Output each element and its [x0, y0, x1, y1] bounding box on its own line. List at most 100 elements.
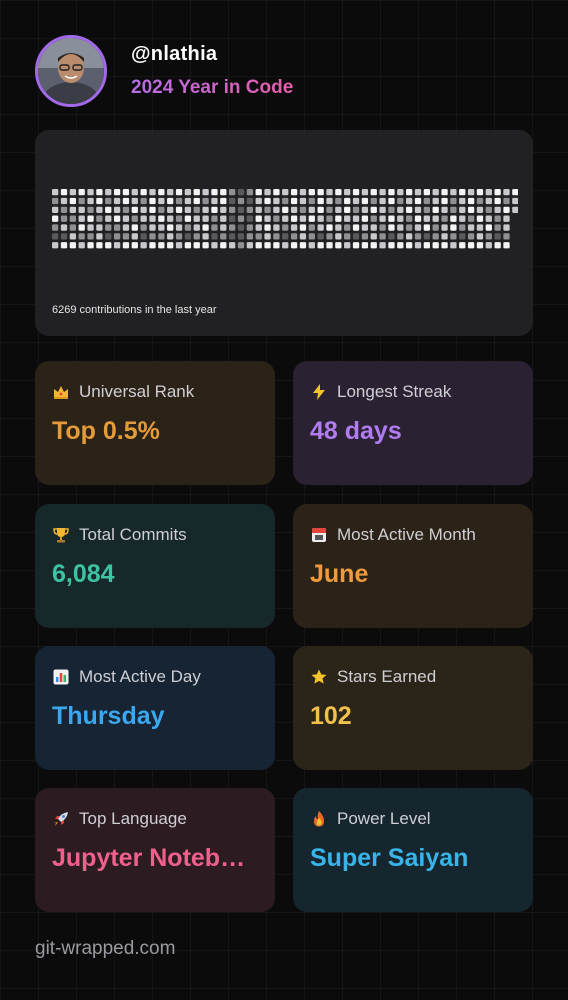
site-link[interactable]: git-wrapped.com — [35, 938, 176, 959]
contribution-day-cell — [317, 224, 324, 231]
contribution-day-cell — [290, 215, 298, 222]
contribution-day-cell — [432, 215, 439, 222]
contribution-day-cell — [414, 215, 422, 222]
year-subtitle: 2024 Year in Code — [131, 77, 294, 98]
contribution-day-cell — [78, 242, 85, 249]
contribution-day-cell — [282, 233, 289, 240]
contribution-day-cell — [335, 233, 342, 240]
contribution-day-cell — [414, 224, 422, 231]
contribution-day-cell — [494, 224, 501, 231]
contribution-day-cell — [441, 215, 448, 222]
contribution-day-cell — [397, 215, 404, 222]
contribution-day-cell — [273, 206, 280, 213]
contribution-day-cell — [485, 189, 492, 196]
contribution-day-cell — [237, 215, 245, 222]
contribution-day-cell — [344, 242, 351, 249]
contribution-day-cell — [202, 206, 209, 213]
contribution-day-cell — [441, 224, 448, 231]
contribution-day-cell — [149, 215, 156, 222]
contribution-day-cell — [113, 233, 121, 240]
contribution-day-cell — [414, 206, 422, 213]
contribution-day-cell — [467, 233, 475, 240]
contribution-day-cell — [397, 242, 404, 249]
contribution-day-cell — [60, 197, 68, 205]
contribution-day-cell — [326, 189, 333, 196]
contribution-day-cell — [308, 215, 315, 222]
contribution-day-cell — [175, 215, 183, 222]
contribution-day-cell — [105, 215, 112, 222]
contribution-day-cell — [255, 242, 262, 249]
contribution-day-cell — [158, 197, 165, 205]
contribution-day-cell — [184, 206, 192, 213]
crown-icon — [54, 386, 68, 399]
contribution-day-cell — [255, 206, 262, 213]
contribution-day-cell — [122, 242, 130, 249]
contribution-day-cell — [459, 215, 466, 222]
contribution-day-cell — [503, 242, 510, 249]
contribution-graph — [52, 189, 518, 249]
contribution-day-cell — [273, 197, 280, 205]
contribution-day-cell — [78, 233, 85, 240]
stat-value: Jupyter Notebook — [52, 844, 258, 872]
contribution-day-cell — [255, 233, 262, 240]
contribution-day-cell — [184, 197, 192, 205]
avatar[interactable] — [35, 35, 107, 107]
contribution-day-cell — [52, 233, 59, 240]
contribution-day-cell — [78, 224, 85, 231]
contribution-day-cell — [344, 224, 351, 231]
contribution-day-cell — [352, 224, 360, 231]
contribution-day-cell — [131, 206, 138, 213]
contribution-day-cell — [140, 233, 147, 240]
contribution-day-cell — [149, 224, 156, 231]
contribution-day-cell — [193, 233, 200, 240]
contribution-day-cell — [184, 242, 192, 249]
contribution-day-cell — [335, 189, 342, 196]
contribution-day-cell — [503, 189, 510, 196]
contribution-day-cell — [122, 206, 130, 213]
contribution-day-cell — [255, 224, 262, 231]
contribution-day-cell — [167, 206, 174, 213]
contribution-day-cell — [432, 242, 439, 249]
contribution-day-cell — [432, 189, 439, 196]
contribution-day-cell — [255, 197, 262, 205]
contribution-day-cell — [450, 215, 457, 222]
contribution-day-cell — [52, 215, 59, 222]
contribution-day-cell — [423, 215, 430, 222]
contribution-day-cell — [273, 224, 280, 231]
contribution-day-cell — [467, 189, 475, 196]
contribution-day-cell — [78, 197, 85, 205]
stat-label: Power Level — [337, 809, 431, 828]
contribution-day-cell — [52, 197, 59, 205]
contribution-day-cell — [96, 224, 103, 231]
contribution-day-cell — [211, 233, 218, 240]
contribution-day-cell — [149, 189, 156, 196]
contribution-day-cell — [335, 242, 342, 249]
contribution-day-cell — [229, 189, 236, 196]
contribution-day-cell — [87, 215, 94, 222]
contribution-day-cell — [344, 197, 351, 205]
contribution-day-cell — [485, 242, 492, 249]
contribution-day-cell — [423, 242, 430, 249]
contribution-day-cell — [317, 197, 324, 205]
contribution-day-cell — [229, 224, 236, 231]
contribution-day-cell — [299, 197, 307, 205]
contribution-day-cell — [87, 224, 94, 231]
contribution-day-cell — [229, 242, 236, 249]
contribution-day-cell — [167, 215, 174, 222]
contribution-day-cell — [140, 215, 147, 222]
stat-label: Longest Streak — [337, 382, 452, 401]
contribution-day-cell — [184, 189, 192, 196]
contribution-day-cell — [352, 233, 360, 240]
contribution-day-cell — [299, 206, 307, 213]
contribution-day-cell — [432, 224, 439, 231]
contribution-day-cell — [167, 197, 174, 205]
contribution-day-cell — [494, 233, 501, 240]
contribution-day-cell — [406, 224, 413, 231]
contribution-day-cell — [87, 189, 94, 196]
contribution-day-cell — [397, 197, 404, 205]
stat-card-stars-earned: Stars Earned 102 — [293, 646, 533, 770]
contribution-day-cell — [149, 206, 156, 213]
contribution-day-cell — [273, 189, 280, 196]
contribution-day-cell — [184, 233, 192, 240]
star-icon — [311, 669, 327, 684]
